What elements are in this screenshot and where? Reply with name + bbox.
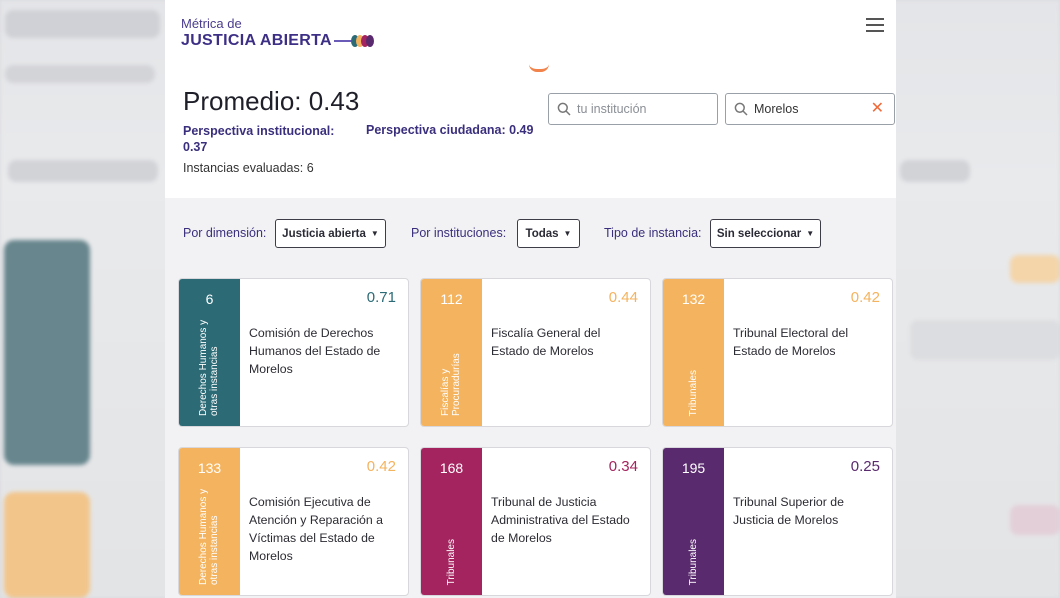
card-number: 133 bbox=[197, 460, 222, 476]
search-icon bbox=[557, 102, 571, 116]
filters-bar: Por dimensión: Justicia abierta ▼ Por in… bbox=[183, 219, 883, 249]
instance-dropdown[interactable]: Sin seleccionar ▼ bbox=[710, 219, 821, 248]
card-score: 0.44 bbox=[608, 289, 638, 306]
card-score: 0.71 bbox=[366, 289, 396, 306]
institutional-perspective-value: 0.37 bbox=[183, 140, 208, 154]
institution-card[interactable]: 195 Tribunales 0.25 Tribunal Superior de… bbox=[662, 447, 893, 596]
card-number: 168 bbox=[439, 460, 464, 476]
card-score: 0.42 bbox=[366, 458, 396, 475]
search-icon bbox=[734, 102, 748, 116]
instance-dropdown-value: Sin seleccionar bbox=[716, 227, 802, 240]
institution-search[interactable] bbox=[548, 93, 718, 125]
card-number: 6 bbox=[205, 291, 214, 307]
institutions-dropdown-value: Todas bbox=[525, 227, 559, 240]
card-category-band: 112 Fiscalías y Procuradurías bbox=[421, 279, 482, 426]
card-category-band: 6 Derechos Humanos y otras instancias bbox=[179, 279, 240, 426]
card-category-band: 133 Derechos Humanos y otras instancias bbox=[179, 448, 240, 595]
background-block bbox=[8, 160, 158, 182]
main-panel: Métrica de JUSTICIA ABIERTA Promedio: 0.… bbox=[165, 0, 896, 598]
background-block bbox=[5, 10, 160, 38]
dimension-dropdown[interactable]: Justicia abierta ▼ bbox=[275, 219, 386, 248]
card-number: 112 bbox=[440, 291, 463, 307]
card-institution-name: Tribunal Electoral del Estado de Morelos bbox=[733, 326, 849, 358]
card-category-band: 168 Tribunales bbox=[421, 448, 482, 595]
caret-down-icon: ▼ bbox=[563, 229, 572, 238]
background-block bbox=[5, 65, 155, 83]
scroll-indicator bbox=[529, 64, 549, 72]
card-institution-name: Tribunal Superior de Justicia de Morelos bbox=[733, 495, 844, 527]
card-category: Fiscalías y Procuradurías bbox=[439, 353, 462, 416]
clear-icon[interactable]: ✕ bbox=[870, 100, 884, 117]
institution-card[interactable]: 112 Fiscalías y Procuradurías 0.44 Fisca… bbox=[420, 278, 651, 427]
institution-card[interactable]: 132 Tribunales 0.42 Tribunal Electoral d… bbox=[662, 278, 893, 427]
card-category-band: 195 Tribunales bbox=[663, 448, 724, 595]
state-search[interactable]: ✕ bbox=[725, 93, 895, 125]
logo-mark-icon bbox=[333, 35, 374, 47]
card-score: 0.34 bbox=[608, 458, 638, 475]
institutional-perspective: Perspectiva institucional: 0.37 bbox=[183, 123, 353, 155]
card-category: Tribunales bbox=[688, 538, 699, 585]
background-block bbox=[900, 160, 970, 182]
citizen-perspective: Perspectiva ciudadana: 0.49 bbox=[366, 123, 534, 137]
background-card bbox=[4, 240, 90, 465]
card-score: 0.42 bbox=[850, 289, 880, 306]
background-block bbox=[1010, 255, 1060, 283]
background-block bbox=[1010, 505, 1060, 535]
summary-header: Métrica de JUSTICIA ABIERTA Promedio: 0.… bbox=[165, 0, 896, 198]
card-institution-name: Comisión Ejecutiva de Atención y Reparac… bbox=[249, 495, 383, 563]
background-card bbox=[4, 492, 90, 598]
card-number: 132 bbox=[681, 291, 706, 307]
dimension-dropdown-value: Justicia abierta bbox=[282, 227, 366, 240]
card-category: Derechos Humanos y otras instancias bbox=[197, 488, 220, 585]
card-category: Derechos Humanos y otras instancias bbox=[197, 319, 220, 416]
logo-top-text: Métrica de bbox=[181, 16, 242, 31]
background-block bbox=[910, 320, 1060, 360]
card-institution-name: Fiscalía General del Estado de Morelos bbox=[491, 326, 601, 358]
card-institution-name: Tribunal de Justicia Administrativa del … bbox=[491, 495, 630, 545]
caret-down-icon: ▼ bbox=[370, 229, 379, 238]
card-category: Tribunales bbox=[688, 369, 699, 416]
dimension-filter-label: Por dimensión: bbox=[183, 226, 267, 240]
institution-card[interactable]: 133 Derechos Humanos y otras instancias … bbox=[178, 447, 409, 596]
card-number: 195 bbox=[681, 460, 706, 476]
card-category: Tribunales bbox=[446, 538, 457, 585]
caret-down-icon: ▼ bbox=[806, 229, 815, 238]
institutions-dropdown[interactable]: Todas ▼ bbox=[517, 219, 580, 248]
card-category-band: 132 Tribunales bbox=[663, 279, 724, 426]
logo-bottom-text: JUSTICIA ABIERTA bbox=[181, 32, 332, 49]
logo-bottom-row: JUSTICIA ABIERTA bbox=[181, 31, 374, 51]
state-search-input[interactable] bbox=[754, 102, 874, 116]
average-score: Promedio: 0.43 bbox=[183, 86, 360, 116]
institution-card[interactable]: 168 Tribunales 0.34 Tribunal de Justicia… bbox=[420, 447, 651, 596]
card-institution-name: Comisión de Derechos Humanos del Estado … bbox=[249, 326, 381, 376]
institutional-perspective-label: Perspectiva institucional: bbox=[183, 124, 335, 138]
institutions-filter-label: Por instituciones: bbox=[411, 226, 507, 240]
card-score: 0.25 bbox=[850, 458, 880, 475]
site-logo[interactable]: Métrica de JUSTICIA ABIERTA bbox=[181, 17, 374, 51]
institution-search-input[interactable] bbox=[577, 102, 697, 116]
institution-card[interactable]: 6 Derechos Humanos y otras instancias 0.… bbox=[178, 278, 409, 427]
hamburger-menu-icon[interactable] bbox=[866, 18, 884, 32]
evaluated-instances: Instancias evaluadas: 6 bbox=[183, 161, 314, 175]
instance-filter-label: Tipo de instancia: bbox=[604, 226, 702, 240]
